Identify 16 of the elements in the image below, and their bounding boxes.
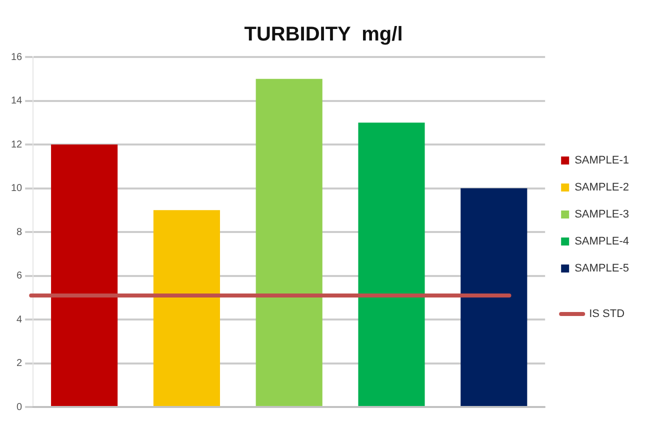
- legend-label: SAMPLE-4: [574, 236, 630, 248]
- y-tick-label: 6: [16, 270, 23, 282]
- legend-label: SAMPLE-2: [574, 182, 630, 194]
- y-tick-label: 8: [16, 226, 23, 238]
- y-tick-label: 2: [16, 358, 23, 369]
- y-tick-label: 16: [11, 52, 23, 63]
- legend-label: SAMPLE-1: [574, 154, 630, 167]
- y-tick-label: 14: [11, 96, 23, 106]
- legend-label: IS STD: [589, 308, 625, 320]
- y-tick-label: 0: [16, 402, 23, 413]
- legend-label: SAMPLE-3: [574, 208, 630, 221]
- y-tick-label: 4: [16, 314, 23, 326]
- y-tick-label: 12: [11, 139, 23, 150]
- legend-label: SAMPLE-5: [574, 262, 630, 275]
- y-tick-label: 10: [11, 183, 23, 194]
- chart-title: TURBIDITY mg/l: [244, 24, 403, 46]
